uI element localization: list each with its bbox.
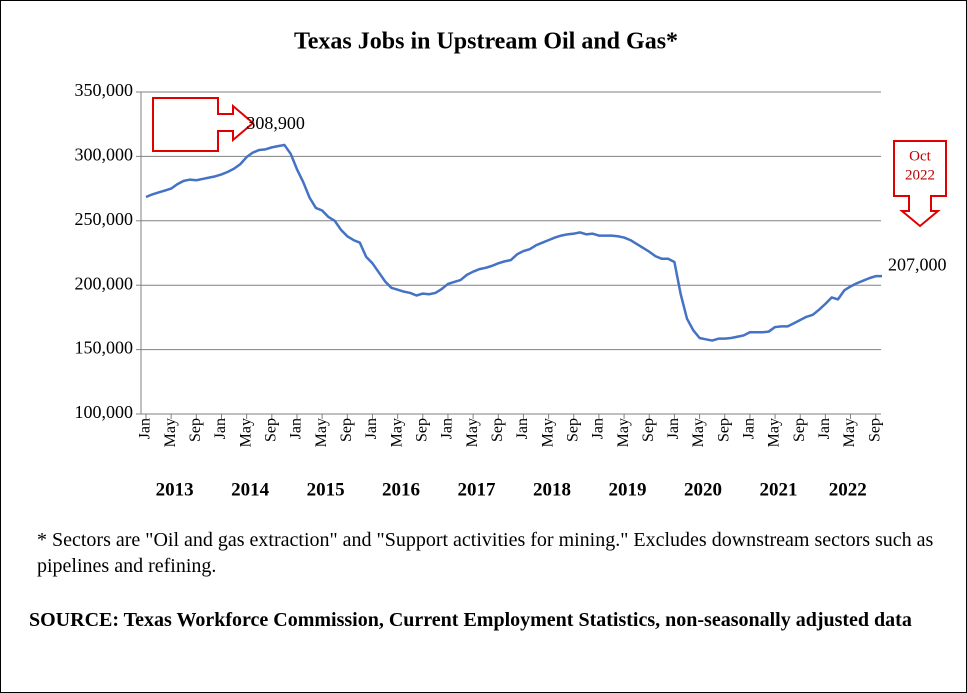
x-tick-label: May [162, 418, 179, 447]
x-tick-label: Jan [514, 418, 531, 439]
y-tick-label: 300,000 [75, 145, 134, 165]
x-tick-label: May [690, 418, 707, 447]
x-tick-label: Jan [816, 418, 833, 439]
year-label: 2015 [307, 479, 345, 500]
x-tick-label: Sep [187, 418, 204, 442]
year-label: 2020 [684, 479, 722, 500]
x-tick-label: May [237, 418, 254, 447]
year-label: 2016 [382, 479, 420, 500]
source: SOURCE: Texas Workforce Commission, Curr… [29, 609, 912, 631]
x-tick-label: Sep [489, 418, 506, 442]
x-tick-label: May [464, 418, 481, 447]
y-tick-label: 150,000 [75, 338, 134, 358]
x-tick-label: May [766, 418, 783, 447]
x-tick-label: Jan [363, 418, 380, 439]
year-label: 2022 [829, 479, 867, 500]
x-tick-label: May [841, 418, 858, 447]
x-tick-label: May [539, 418, 556, 447]
year-label: 2017 [458, 479, 497, 500]
x-tick-label: Jan [288, 418, 305, 439]
year-label: 2019 [609, 479, 647, 500]
year-label: 2013 [156, 479, 194, 500]
y-tick-label: 200,000 [75, 273, 134, 293]
y-tick-label: 100,000 [75, 402, 134, 422]
chart-title: Texas Jobs in Upstream Oil and Gas* [294, 29, 678, 55]
value-label: 308,900 [246, 113, 305, 133]
x-tick-label: Sep [338, 418, 355, 442]
x-tick-label: May [388, 418, 405, 447]
chart: Texas Jobs in Upstream Oil and Gas* Oct … [75, 29, 947, 500]
x-tick-label: Sep [715, 418, 732, 442]
y-tick-label: 350,000 [75, 80, 134, 100]
x-tick-label: Sep [413, 418, 430, 442]
year-label: 2018 [533, 479, 571, 500]
x-tick-label: Jan [212, 418, 229, 439]
x-tick-label: Sep [564, 418, 581, 442]
y-tick-label: 250,000 [75, 209, 134, 229]
x-tick-label: Jan [137, 418, 154, 439]
x-tick-label: Sep [262, 418, 279, 442]
year-label: 2021 [759, 479, 797, 500]
x-tick-label: Jan [741, 418, 758, 439]
x-tick-label: Jan [439, 418, 456, 439]
x-tick-label: Sep [866, 418, 883, 442]
callout-arrow [893, 140, 947, 228]
x-tick-label: May [313, 418, 330, 447]
x-tick-label: Sep [640, 418, 657, 442]
annotation: 2022 [905, 167, 935, 183]
data-line [145, 143, 882, 342]
x-tick-label: Sep [791, 418, 808, 442]
year-label: 2014 [231, 479, 270, 500]
footnote: * Sectors are "Oil and gas extraction" a… [37, 529, 934, 577]
x-tick-label: May [615, 418, 632, 447]
x-tick-label: Jan [590, 418, 607, 439]
x-tick-label: Jan [665, 418, 682, 439]
annotation: Oct [909, 148, 931, 164]
value-label: 207,000 [888, 254, 947, 274]
callout-arrow [152, 97, 255, 152]
